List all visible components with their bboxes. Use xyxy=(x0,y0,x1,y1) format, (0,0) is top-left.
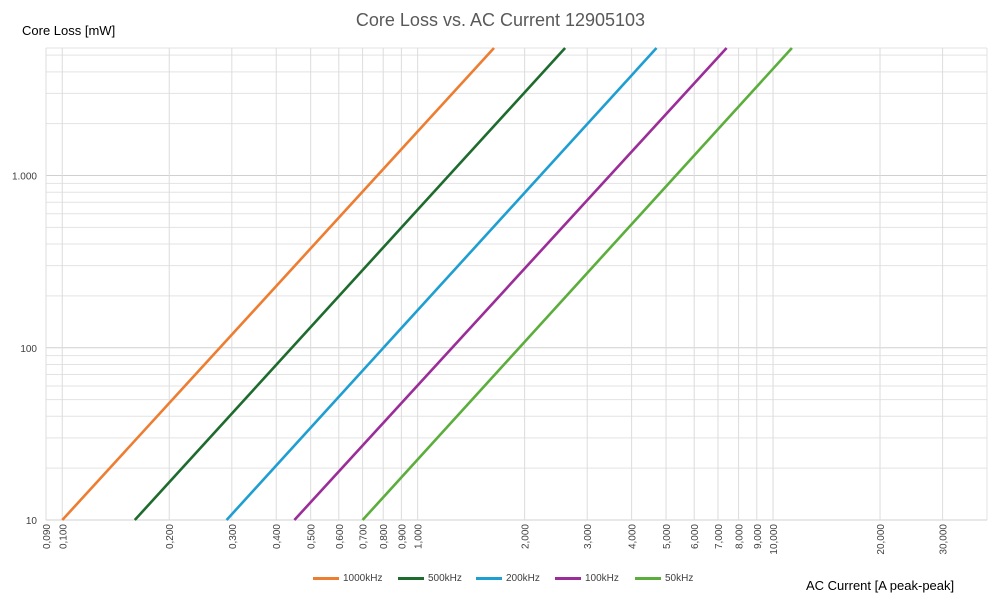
legend-label-1000khz: 1000kHz xyxy=(343,573,383,584)
x-tick-label: 0,900 xyxy=(397,524,408,549)
y-tick-label: 10 xyxy=(26,516,38,527)
x-tick-label: 10,000 xyxy=(769,524,780,555)
legend-swatch-50khz xyxy=(635,577,661,580)
x-tick-label: 0,600 xyxy=(335,524,346,549)
x-axis-label: AC Current [A peak-peak] xyxy=(806,578,955,593)
x-tick-labels: 0,090 0,100 0,200 0,300 0,400 0,500 0,600 0,700… xyxy=(42,524,950,555)
legend-label-100khz: 100kHz xyxy=(585,573,619,584)
legend-item-50khz: 50kHz xyxy=(635,573,693,584)
x-tick-label: 7,000 xyxy=(714,524,725,549)
series-line-500khz xyxy=(133,47,567,521)
legend-item-200khz: 200kHz xyxy=(476,573,540,584)
y-tick-label: 100 xyxy=(20,344,37,355)
x-tick-label: 0,100 xyxy=(58,524,69,549)
x-tick-label: 0,800 xyxy=(379,524,390,549)
y-tick-label: 1.000 xyxy=(12,172,37,183)
legend-swatch-500khz xyxy=(398,577,424,580)
legend-item-500khz: 500kHz xyxy=(398,573,462,584)
x-tick-label: 9,000 xyxy=(753,524,764,549)
y-axis-label: Core Loss [mW] xyxy=(22,23,116,38)
legend-swatch-1000khz xyxy=(313,577,339,580)
x-tick-label: 1,000 xyxy=(414,524,425,549)
legend-label-50khz: 50kHz xyxy=(665,573,694,584)
x-tick-label: 0,700 xyxy=(359,524,370,549)
x-tick-label: 8,000 xyxy=(735,524,746,549)
legend-swatch-100khz xyxy=(555,577,581,580)
chart-title: Core Loss vs. AC Current 12905103 xyxy=(355,10,646,30)
legend-item-100khz: 100kHz xyxy=(555,573,619,584)
x-tick-label: 30,000 xyxy=(939,524,950,555)
x-gridlines xyxy=(45,48,988,520)
x-tick-label: 0,200 xyxy=(165,524,176,549)
x-tick-label: 5,000 xyxy=(662,524,673,549)
series-line-1000khz xyxy=(61,47,495,521)
x-tick-label: 0,300 xyxy=(228,524,239,549)
legend: 1000kHz 500kHz 200kHz 100kHz 50kHz xyxy=(0,573,1001,589)
y-tick-labels: 10 100 1.000 xyxy=(12,172,37,527)
legend-swatch-200khz xyxy=(476,577,502,580)
x-tick-label: 2,000 xyxy=(521,524,532,549)
y-gridlines xyxy=(46,47,987,521)
x-tick-label: 0,500 xyxy=(307,524,318,549)
legend-label-200khz: 200kHz xyxy=(506,573,540,584)
x-tick-label: 4,000 xyxy=(628,524,639,549)
x-tick-label: 6,000 xyxy=(690,524,701,549)
legend-item-1000khz: 1000kHz xyxy=(313,573,382,584)
series-line-100khz xyxy=(293,47,728,521)
series-line-50khz xyxy=(361,47,793,521)
x-tick-label: 0,090 xyxy=(42,524,53,549)
series-lines xyxy=(61,47,793,521)
x-tick-label: 3,000 xyxy=(583,524,594,549)
x-tick-label: 20,000 xyxy=(876,524,887,555)
series-line-200khz xyxy=(225,47,658,521)
x-tick-label: 0,400 xyxy=(272,524,283,549)
legend-label-500khz: 500kHz xyxy=(428,573,462,584)
